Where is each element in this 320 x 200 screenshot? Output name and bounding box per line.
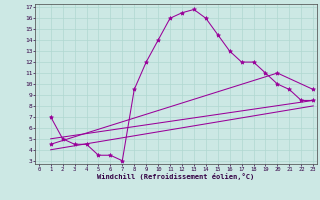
X-axis label: Windchill (Refroidissement éolien,°C): Windchill (Refroidissement éolien,°C): [97, 173, 255, 180]
